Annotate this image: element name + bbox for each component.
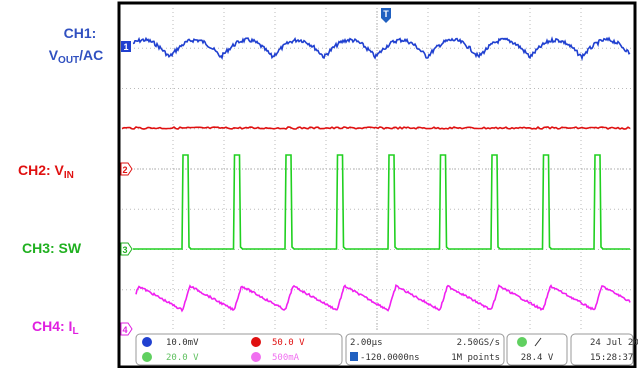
sample-rate: 2.50GS/s bbox=[457, 338, 500, 348]
status-bar: 10.0mV 20.0 V 50.0 V 500mA 2.00µs 2.50GS… bbox=[135, 333, 638, 366]
ch2-marker-box bbox=[120, 162, 133, 176]
ch3-badge bbox=[142, 352, 152, 362]
ch1-marker: 1 bbox=[123, 42, 128, 52]
ch1-marker-box bbox=[121, 41, 131, 52]
ch4-waveform bbox=[135, 284, 631, 313]
ch4-label: CH4: IL bbox=[32, 318, 79, 337]
trigger-delay: -120.0000ns bbox=[360, 353, 420, 363]
date: 24 Jul 20 bbox=[590, 338, 638, 348]
time: 15:28:37 bbox=[590, 353, 633, 363]
record-length: 1M points bbox=[451, 353, 500, 363]
ch4-badge bbox=[251, 352, 261, 362]
ch4-marker-box bbox=[120, 322, 133, 336]
ch2-label: CH2: VIN bbox=[18, 162, 74, 181]
ch3-label: CH3: SW bbox=[22, 240, 82, 256]
ch1-signal-main: V bbox=[49, 47, 59, 63]
ch1-label: CH1: bbox=[64, 25, 97, 41]
ch2-waveform bbox=[121, 126, 631, 130]
ch1-scale: 10.0mV bbox=[166, 338, 199, 348]
trigger-marker-box bbox=[381, 8, 391, 23]
channel-box bbox=[135, 333, 343, 366]
ch3-waveform bbox=[133, 154, 630, 250]
timebase: 2.00µs bbox=[350, 338, 383, 348]
trigger-slope-icon bbox=[534, 337, 542, 347]
trigger-source-badge bbox=[517, 337, 527, 347]
ch2-label-subscript: IN bbox=[64, 170, 74, 181]
ch4-scale: 500mA bbox=[272, 353, 300, 363]
ch2-scale: 50.0 V bbox=[272, 338, 305, 348]
ch3-marker: 3 bbox=[122, 245, 127, 255]
ch4-label-main: CH4: I bbox=[32, 318, 72, 334]
ch4-marker: 4 bbox=[122, 325, 127, 335]
trigger-marker: T bbox=[383, 9, 389, 19]
ch1-signal-suffix: /AC bbox=[79, 47, 103, 63]
graticule bbox=[122, 8, 632, 330]
channel-markers: 1 2 3 4 T bbox=[120, 8, 391, 336]
ch1-signal: VOUT/AC bbox=[49, 47, 104, 66]
ch2-marker: 2 bbox=[122, 165, 127, 175]
ch2-badge bbox=[251, 337, 261, 347]
ch3-marker-box bbox=[120, 242, 133, 256]
ch1-signal-subscript: OUT bbox=[58, 55, 79, 66]
ch1-waveform bbox=[132, 36, 631, 62]
trigger-level: 28.4 V bbox=[521, 353, 554, 363]
clock-box bbox=[570, 333, 634, 366]
ch1-badge bbox=[142, 337, 152, 347]
ch3-scale: 20.0 V bbox=[166, 353, 199, 363]
ch2-label-main: CH2: V bbox=[18, 162, 65, 178]
ch4-label-subscript: L bbox=[72, 326, 78, 337]
timebase-box bbox=[345, 333, 505, 366]
trigger-delay-icon bbox=[350, 352, 358, 361]
waveforms bbox=[121, 36, 631, 313]
